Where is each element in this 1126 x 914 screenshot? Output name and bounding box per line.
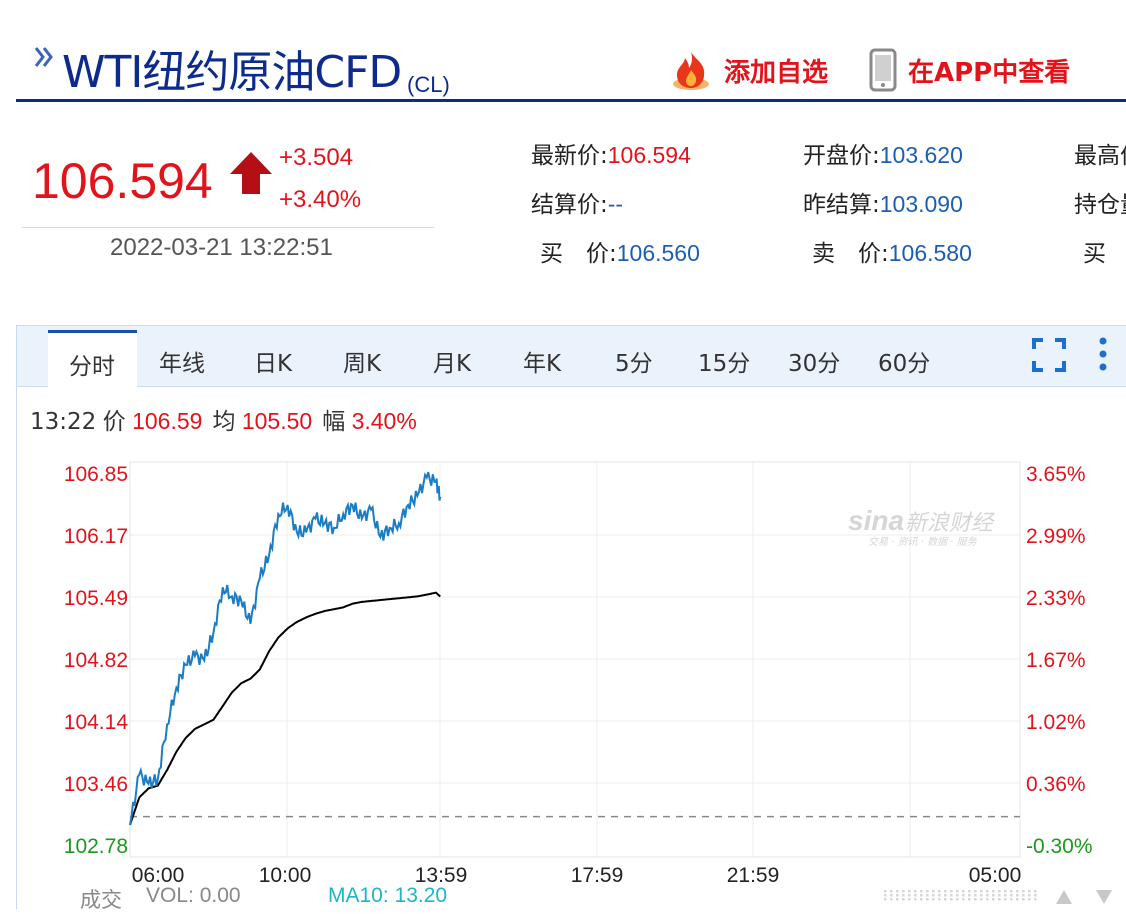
tab-60min[interactable]: 60分 [878,351,931,377]
quote-bid: 买 价:106.560 [540,240,700,267]
chart-grid [129,461,1021,858]
price-change: +3.504 [279,144,354,171]
phone-icon [869,48,897,92]
tab-year-line[interactable]: 年线 [159,351,205,377]
flame-icon [673,52,709,90]
y-tick-left: 106.85 [64,463,128,486]
quote-ask: 卖 价:106.580 [812,240,972,267]
quote-latest-value: 106.594 [607,142,691,168]
y-tick-right: 0.36% [1026,773,1086,796]
info-time: 13:22 [30,409,97,435]
double-chevron-icon [34,47,53,67]
y-tick-right: 2.99% [1026,525,1086,548]
last-price: 106.594 [32,153,213,209]
quote-bid-value: 106.560 [616,240,700,266]
price-divider [22,227,434,228]
page-title: WTI纽约原油CFD [62,47,402,98]
y-tick-left: 104.82 [64,649,128,672]
add-favorite-button[interactable]: 添加自选 [668,48,828,92]
more-vertical-icon[interactable] [1094,336,1112,372]
x-tick: 13:59 [415,864,468,887]
volume-value: VOL: 0.00 [146,884,241,907]
fullscreen-icon[interactable] [1032,338,1066,372]
y-tick-left: 105.49 [64,587,128,610]
crosshair-info: 13:22 价 106.59 均 105.50 幅 3.40% [30,408,417,435]
info-amplitude: 3.40% [351,408,417,434]
y-tick-right: 3.65% [1026,463,1086,486]
y-tick-right: 2.33% [1026,587,1086,610]
y-tick-left: 104.14 [64,711,129,734]
y-tick-right: 1.02% [1026,711,1086,734]
watermark-brand: sina [848,505,904,536]
quote-prev-settle-value: 103.090 [879,191,963,217]
tab-yearly-k[interactable]: 年K [523,351,562,377]
quote-open: 开盘价:103.620 [803,142,963,169]
chart-tabs [17,326,1126,387]
quote-settle-value: -- [607,191,624,217]
quote-timestamp: 2022-03-21 13:22:51 [110,234,333,261]
quote-open-interest: 持仓量 [1074,192,1126,218]
x-tick: 10:00 [259,864,312,887]
volume-dots [884,890,1037,901]
ma10-value: MA10: 13.20 [328,884,448,907]
scroll-down-icon[interactable] [1094,888,1114,906]
quote-latest: 最新价:106.594 [531,142,691,169]
y-tick-left: 106.17 [64,525,128,548]
header-divider [16,99,1126,102]
x-tick: 21:59 [727,864,780,887]
scroll-up-icon[interactable] [1054,888,1074,906]
quote-ask-value: 106.580 [888,240,972,266]
quote-settle: 结算价:-- [531,191,624,218]
quote-prev-settle: 昨结算:103.090 [803,191,963,218]
x-tick: 06:00 [132,864,185,887]
average-price-line [129,591,441,826]
sina-watermark: sina 新浪财经 交易 · 资讯 · 数据 · 服务 [848,505,995,548]
watermark-name: 新浪财经 [905,511,995,536]
info-price: 106.59 [132,408,203,434]
add-favorite-label: 添加自选 [724,57,829,88]
quote-high: 最高价 [1074,143,1126,169]
watermark-sub: 交易 · 资讯 · 数据 · 服务 [868,536,978,548]
chart-panel [16,325,1126,909]
tab-5min[interactable]: 5分 [615,351,653,377]
y-tick-right: -0.30% [1026,835,1093,858]
up-arrow-icon [230,152,272,194]
tab-intraday[interactable]: 分时 [69,354,115,380]
price-change-percent: +3.40% [279,186,362,213]
tab-15min[interactable]: 15分 [698,351,751,377]
tab-weekly-k[interactable]: 周K [343,351,382,377]
y-tick-left: 103.46 [64,773,128,796]
quote-open-value: 103.620 [879,142,963,168]
active-tab-indicator [48,330,137,391]
tab-monthly-k[interactable]: 月K [433,351,472,377]
y-tick-left: 102.78 [64,835,128,858]
x-tick: 05:00 [969,864,1022,887]
x-tick: 17:59 [571,864,624,887]
info-average: 105.50 [241,408,313,434]
view-in-app-button[interactable]: 在APP中查看 [868,48,1070,92]
y-tick-right: 1.67% [1026,649,1086,672]
price-line [129,471,442,826]
symbol-code: (CL) [407,72,450,97]
view-in-app-label: 在APP中查看 [908,57,1071,88]
tab-daily-k[interactable]: 日K [254,351,293,377]
quote-bid-volume: 买 量 [1083,241,1126,267]
volume-label: 成交 [80,889,122,912]
tab-30min[interactable]: 30分 [788,351,841,377]
